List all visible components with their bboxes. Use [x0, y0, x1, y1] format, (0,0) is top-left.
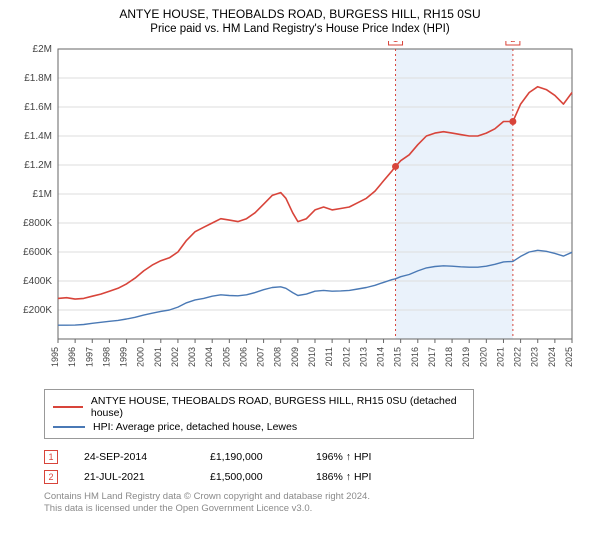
svg-text:2014: 2014	[376, 347, 386, 367]
sale-hpi: 186% ↑ HPI	[316, 471, 396, 483]
svg-text:1995: 1995	[50, 347, 60, 367]
chart-plot: £200K £400K £600K £800K £1M £1.2M £1.4M £1.6M £1…	[12, 41, 588, 381]
chart-title: ANTYE HOUSE, THEOBALDS ROAD, BURGESS HIL…	[12, 6, 588, 23]
svg-text:2005: 2005	[221, 347, 231, 367]
chart-container: ANTYE HOUSE, THEOBALDS ROAD, BURGESS HIL…	[0, 0, 600, 519]
svg-text:£1.4M: £1.4M	[24, 131, 52, 142]
svg-text:1997: 1997	[84, 347, 94, 367]
svg-text:2017: 2017	[427, 347, 437, 367]
sale-row: 2 21-JUL-2021 £1,500,000 186% ↑ HPI	[44, 467, 582, 487]
svg-text:1999: 1999	[119, 347, 129, 367]
svg-text:2004: 2004	[204, 347, 214, 367]
svg-text:2018: 2018	[444, 347, 454, 367]
svg-text:2024: 2024	[547, 347, 557, 367]
svg-text:2010: 2010	[307, 347, 317, 367]
sale-badge: 1	[44, 450, 58, 464]
svg-text:£200K: £200K	[23, 305, 52, 316]
svg-text:£1M: £1M	[33, 189, 52, 200]
svg-text:2001: 2001	[153, 347, 163, 367]
legend-swatch	[53, 406, 83, 408]
svg-text:2022: 2022	[513, 347, 523, 367]
footnote: Contains HM Land Registry data © Crown c…	[44, 491, 582, 516]
svg-text:2: 2	[510, 41, 515, 44]
sale-date: 21-JUL-2021	[84, 471, 184, 483]
svg-text:2020: 2020	[478, 347, 488, 367]
svg-text:£1.2M: £1.2M	[24, 160, 52, 171]
svg-text:£400K: £400K	[23, 276, 52, 287]
sale-hpi: 196% ↑ HPI	[316, 451, 396, 463]
svg-text:2012: 2012	[341, 347, 351, 367]
svg-text:£600K: £600K	[23, 247, 52, 258]
svg-text:2000: 2000	[136, 347, 146, 367]
footnote-line-2: This data is licensed under the Open Gov…	[44, 503, 582, 515]
svg-text:1: 1	[393, 41, 398, 44]
svg-text:2006: 2006	[238, 347, 248, 367]
svg-text:1996: 1996	[67, 347, 77, 367]
svg-text:£2M: £2M	[33, 44, 52, 55]
line-chart-svg: £200K £400K £600K £800K £1M £1.2M £1.4M £1.6M £1…	[12, 41, 588, 381]
svg-text:2009: 2009	[290, 347, 300, 367]
svg-text:2007: 2007	[256, 347, 266, 367]
sale-row: 1 24-SEP-2014 £1,190,000 196% ↑ HPI	[44, 447, 582, 467]
legend-row: ANTYE HOUSE, THEOBALDS ROAD, BURGESS HIL…	[53, 394, 465, 420]
svg-text:2008: 2008	[273, 347, 283, 367]
sale-price: £1,190,000	[210, 451, 290, 463]
svg-text:2011: 2011	[324, 347, 334, 366]
svg-text:2021: 2021	[495, 347, 505, 367]
sale-price: £1,500,000	[210, 471, 290, 483]
legend-label: HPI: Average price, detached house, Lewe…	[93, 421, 297, 433]
legend-row: HPI: Average price, detached house, Lewe…	[53, 420, 465, 434]
legend-label: ANTYE HOUSE, THEOBALDS ROAD, BURGESS HIL…	[91, 395, 465, 419]
sale-badge: 2	[44, 470, 58, 484]
svg-text:£1.8M: £1.8M	[24, 73, 52, 84]
legend: ANTYE HOUSE, THEOBALDS ROAD, BURGESS HIL…	[44, 389, 474, 439]
svg-text:2023: 2023	[530, 347, 540, 367]
svg-text:£800K: £800K	[23, 218, 52, 229]
svg-text:2015: 2015	[393, 347, 403, 367]
svg-text:2019: 2019	[461, 347, 471, 367]
sales-table: 1 24-SEP-2014 £1,190,000 196% ↑ HPI 2 21-JUL-…	[44, 447, 582, 487]
svg-text:2025: 2025	[564, 347, 574, 367]
svg-text:1998: 1998	[101, 347, 111, 367]
svg-text:2016: 2016	[410, 347, 420, 367]
svg-text:2003: 2003	[187, 347, 197, 367]
svg-text:2002: 2002	[170, 347, 180, 367]
chart-subtitle: Price paid vs. HM Land Registry's House …	[12, 23, 588, 35]
svg-text:£1.6M: £1.6M	[24, 102, 52, 113]
sale-date: 24-SEP-2014	[84, 451, 184, 463]
footnote-line-1: Contains HM Land Registry data © Crown c…	[44, 491, 582, 503]
legend-swatch	[53, 426, 85, 428]
svg-text:2013: 2013	[358, 347, 368, 367]
